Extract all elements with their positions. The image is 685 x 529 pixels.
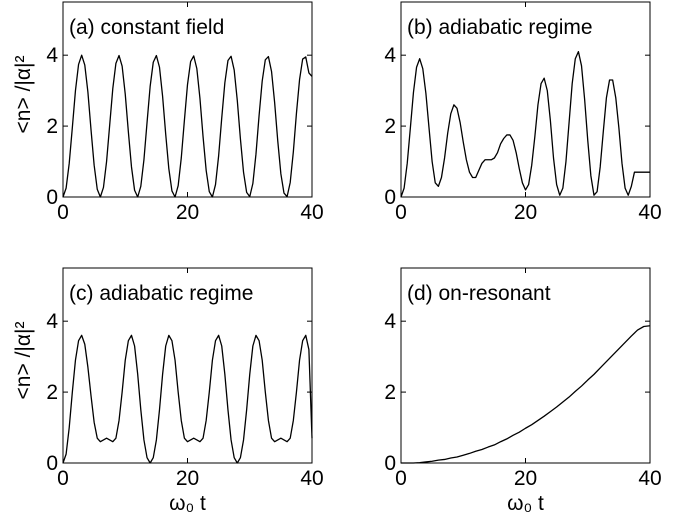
y-tick-label: 4 (46, 310, 58, 333)
y-tick-label: 2 (46, 381, 58, 404)
y-tick-label: 4 (384, 44, 396, 67)
x-tick-label: 0 (57, 201, 69, 224)
x-tick-label: 20 (176, 467, 199, 490)
y-tick-label: 0 (46, 452, 58, 475)
panel-d: 0 20 40 0 2 4 (d) on-resonant ω₀ t (384, 267, 662, 515)
panel-c: 0 20 40 0 2 4 (c) adiabatic regime <n> /|α|² ω₀ … (12, 267, 324, 515)
panel-a: 0 20 40 0 2 4 (a) constant field <n> /|α|² (12, 1, 324, 224)
x-tick-label: 40 (638, 201, 661, 224)
y-tick-label: 2 (46, 115, 58, 138)
y-tick-label: 0 (384, 186, 396, 209)
y-tick-label: 2 (384, 381, 396, 404)
series-line (62, 54, 313, 198)
x-tick-label: 40 (300, 467, 323, 490)
x-tick-label: 20 (514, 201, 537, 224)
x-axis-label: ω₀ t (507, 492, 544, 515)
y-tick-label: 2 (384, 115, 396, 138)
panel-label: (a) constant field (69, 16, 224, 39)
y-tick-label: 4 (46, 44, 58, 67)
series-line (401, 325, 651, 464)
x-axis-label: ω₀ t (169, 492, 206, 515)
panel-label: (c) adiabatic regime (69, 282, 253, 305)
x-tick-label: 40 (638, 467, 661, 490)
y-axis-label: <n> /|α|² (12, 322, 35, 400)
panel-label: (b) adiabatic regime (407, 16, 593, 39)
panel-label: (d) on-resonant (407, 282, 551, 305)
x-tick-label: 0 (395, 467, 407, 490)
y-axis-label: <n> /|α|² (12, 56, 35, 134)
y-tick-label: 0 (46, 186, 58, 209)
y-tick-label: 0 (384, 452, 396, 475)
x-tick-label: 20 (514, 467, 537, 490)
series-line (400, 50, 650, 198)
series-line (62, 334, 313, 464)
y-tick-label: 4 (384, 310, 396, 333)
x-tick-label: 0 (395, 201, 407, 224)
x-tick-label: 0 (57, 467, 69, 490)
panel-b: 0 20 40 0 2 4 (b) adiabatic regime (384, 1, 662, 224)
x-tick-label: 20 (176, 201, 199, 224)
x-tick-label: 40 (300, 201, 323, 224)
